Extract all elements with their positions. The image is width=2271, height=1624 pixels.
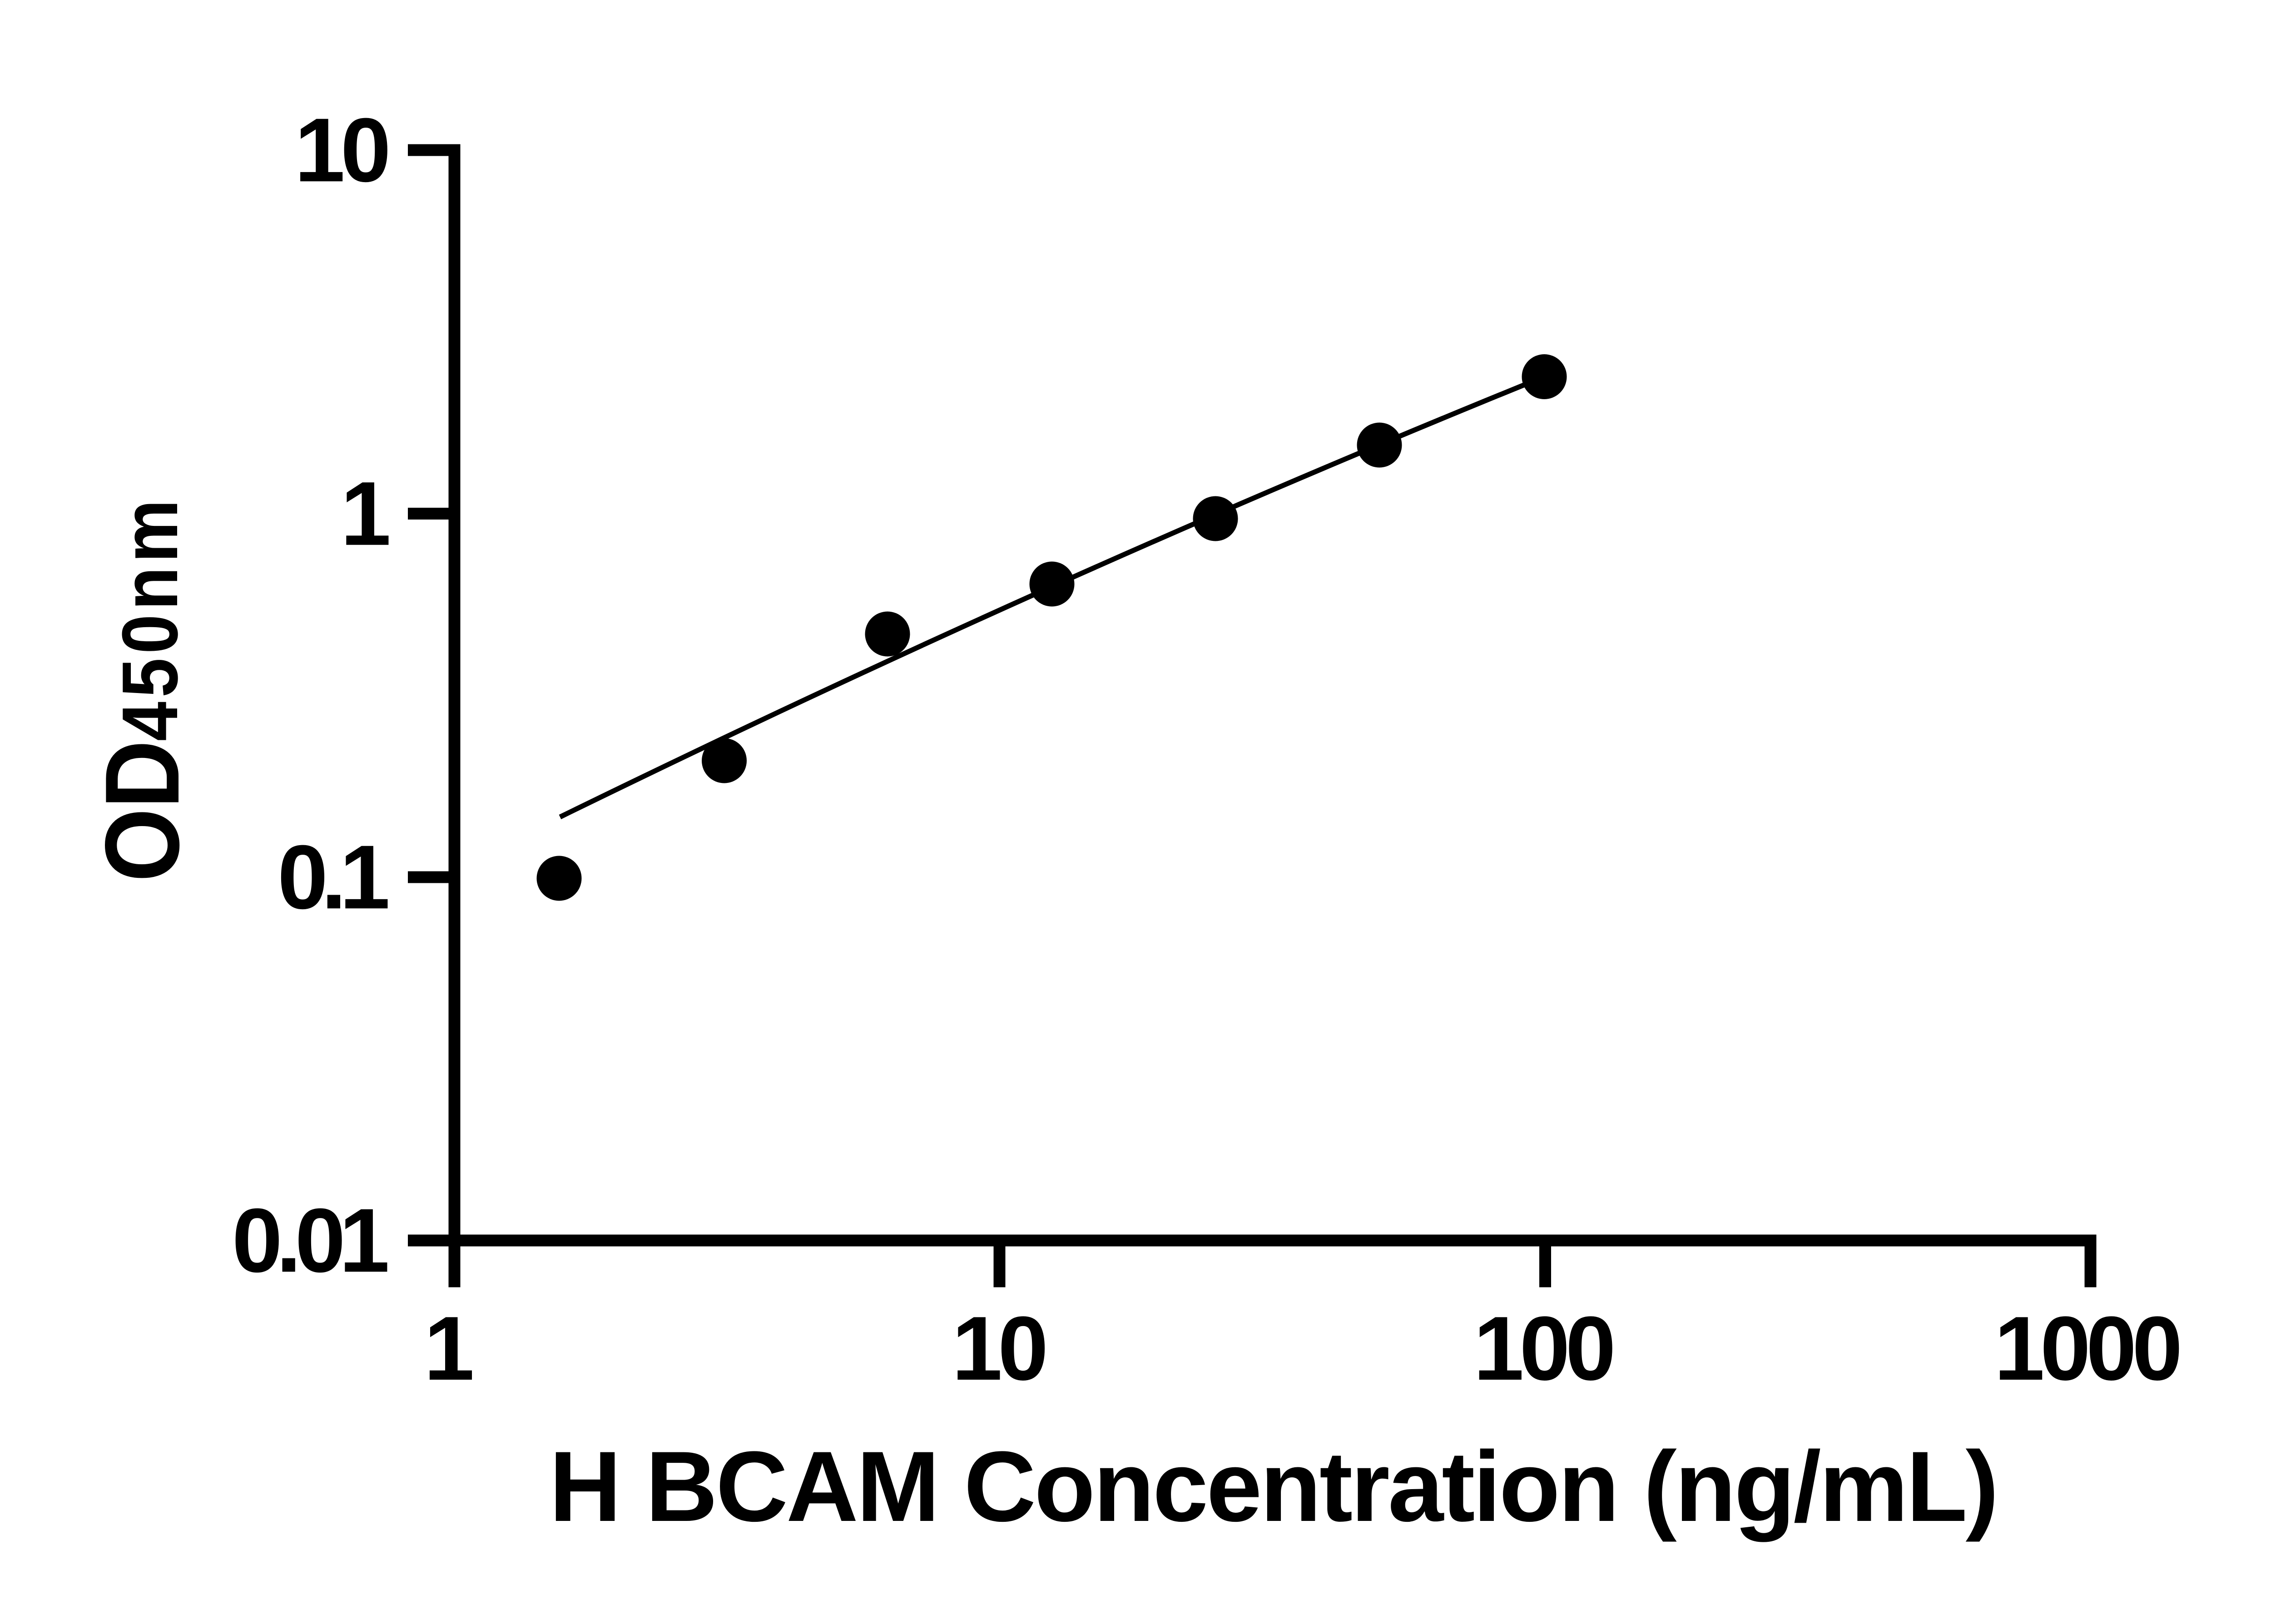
svg-text:100: 100 — [1473, 1298, 1612, 1399]
svg-text:450nm: 450nm — [106, 495, 194, 741]
svg-text:0.01: 0.01 — [232, 1190, 387, 1291]
svg-text:1000: 1000 — [1994, 1298, 2180, 1399]
svg-text:H BCAM Concentration (ng/mL): H BCAM Concentration (ng/mL) — [549, 1431, 1997, 1542]
svg-text:0.1: 0.1 — [278, 827, 388, 928]
svg-text:10: 10 — [952, 1298, 1045, 1399]
svg-text:10: 10 — [295, 99, 388, 201]
svg-text:1: 1 — [424, 1298, 472, 1399]
svg-text:1: 1 — [341, 463, 389, 564]
svg-text:OD: OD — [83, 741, 201, 882]
